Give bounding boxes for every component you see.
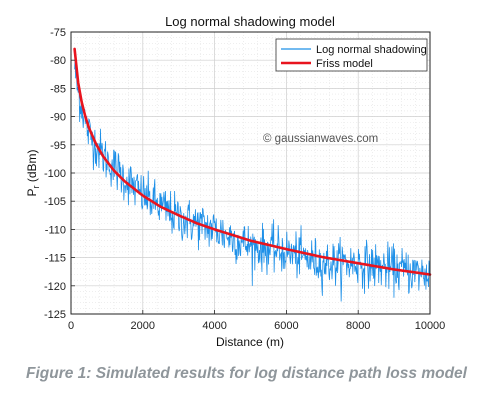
- y-tick-label: -125: [44, 309, 66, 321]
- y-tick-label: -80: [50, 55, 66, 67]
- y-tick-label: -75: [50, 27, 66, 39]
- y-tick-label: -85: [50, 83, 66, 95]
- series-friss-model: [73, 47, 432, 276]
- y-tick-label: -95: [50, 140, 66, 152]
- y-tick-label: -90: [50, 112, 66, 124]
- line-friss-model: [73, 47, 432, 276]
- y-tick-label: -120: [44, 281, 66, 293]
- y-tick-labels: -125 -120 -115 -110 -105 -100 -95 -90 -85 -80 -75: [44, 27, 66, 321]
- ticks: [70, 31, 431, 315]
- x-tick-labels: 0 2000 4000 6000 8000 10000: [68, 320, 445, 332]
- y-tick-label: -115: [45, 253, 66, 265]
- x-tick-label: 0: [68, 320, 74, 332]
- legend-box: [275, 38, 428, 72]
- legend-label-log-normal: Log normal shadowing: [316, 44, 427, 56]
- line-log-normal-shadowing: [74, 59, 431, 302]
- y-axis-label: Pr (dBm): [25, 149, 41, 196]
- x-tick-label: 8000: [346, 320, 370, 332]
- watermark: © gaussianwaves.com: [263, 133, 378, 145]
- legend-label-friss: Friss model: [316, 58, 373, 70]
- y-axis-label-sub: r: [31, 185, 41, 188]
- y-tick-label: -105: [44, 196, 66, 208]
- y-tick-label: -100: [44, 168, 66, 180]
- x-tick-label: 10000: [415, 320, 446, 332]
- legend: Log normal shadowing Friss model: [275, 38, 428, 72]
- figure-caption: Figure 1: Simulated results for log dist…: [26, 365, 467, 382]
- x-axis-label: Distance (m): [216, 335, 284, 349]
- x-tick-label: 4000: [202, 320, 226, 332]
- y-axis-label-main: P: [25, 188, 39, 196]
- chart-title: Log normal shadowing model: [165, 14, 335, 29]
- y-axis-label-unit: (dBm): [25, 149, 39, 185]
- x-tick-label: 2000: [131, 320, 155, 332]
- x-tick-label: 6000: [274, 320, 298, 332]
- series-log-normal-shadowing: [74, 59, 431, 302]
- y-tick-label: -110: [45, 224, 66, 236]
- chart: 0 2000 4000 6000 8000 10000 -125-120-115-110-…: [25, 14, 445, 349]
